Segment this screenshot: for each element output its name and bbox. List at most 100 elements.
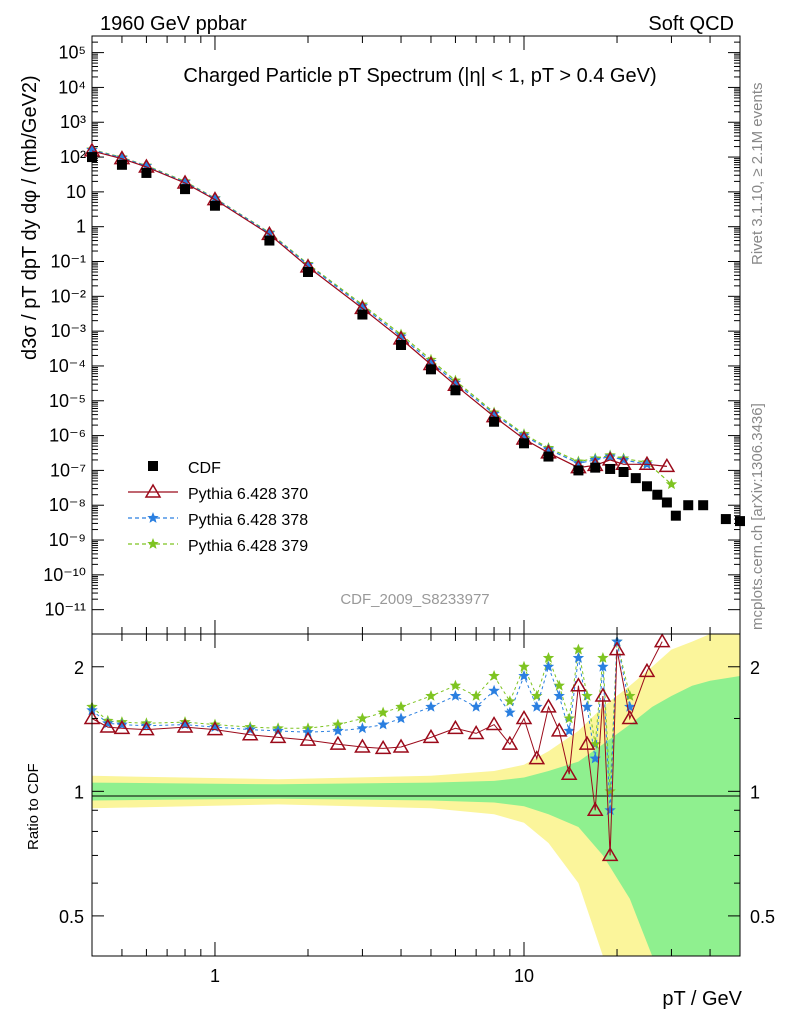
legend-item: Pythia 6.428 379	[128, 538, 308, 555]
data-point	[141, 167, 152, 178]
rivet-label: Rivet 3.1.10, ≥ 2.1M events	[749, 83, 766, 266]
legend-marker	[147, 538, 159, 549]
mcplots-label: mcplots.cern.ch [arXiv:1306.3436]	[749, 403, 766, 630]
ratio-point	[116, 718, 128, 730]
data-point	[661, 497, 672, 508]
y-tick-label: 10⁻⁵	[49, 391, 86, 411]
y-tick-label: 10⁻⁸	[49, 495, 86, 515]
inner-band	[92, 676, 740, 956]
main-y-ticks: 10⁻¹¹ 10⁻¹⁰ 10⁻⁹ 10⁻⁸ 10⁻⁷ 10⁻⁶ 10⁻⁵ 10⁻⁴ 10⁻³ 10…	[43, 35, 740, 620]
ratio-point	[269, 728, 287, 744]
ratio-point	[624, 700, 636, 712]
ratio-point	[504, 706, 516, 718]
series-cdf	[87, 152, 745, 527]
ratio-point	[572, 643, 585, 655]
ratio-point	[518, 660, 530, 672]
ratio-y-tick-label-right: 1	[750, 782, 760, 802]
ratio-point	[624, 690, 636, 701]
data-point	[209, 200, 220, 211]
data-point	[605, 463, 616, 474]
data-point	[488, 407, 500, 419]
ratio-y-tick-label: 1	[74, 782, 84, 802]
y-tick-label: 10⁵	[59, 43, 86, 63]
ratio-point	[608, 641, 626, 656]
ratio-point	[581, 690, 593, 701]
data-point	[303, 266, 313, 277]
y-tick-label: 10⁻⁹	[49, 530, 86, 550]
ratio-point	[392, 738, 410, 753]
ratio-line	[91, 641, 631, 811]
ratio-point	[422, 728, 440, 744]
ratio-point	[395, 700, 407, 712]
x-axis-label: pT / GeV	[662, 988, 742, 1010]
ratio-point	[138, 721, 155, 736]
y-tick-label: 10⁻¹¹	[44, 600, 86, 620]
ratio-point	[470, 700, 482, 712]
ratio-point	[299, 731, 317, 746]
ratio-point	[99, 718, 117, 733]
data-point	[302, 258, 314, 270]
data-point	[543, 451, 554, 462]
ratio-point	[597, 660, 609, 672]
ratio-point	[449, 679, 462, 691]
data-point	[87, 152, 97, 163]
ratio-line	[91, 641, 663, 856]
legend-item: Pythia 6.428 370	[128, 483, 308, 503]
ratio-point	[488, 670, 500, 681]
y-tick-label: 10⁻²	[50, 286, 86, 306]
y-tick-label: 10²	[60, 147, 86, 167]
ratio-point	[553, 690, 565, 701]
data-point	[86, 144, 98, 155]
data-point	[518, 429, 530, 441]
series-line	[91, 148, 672, 485]
y-tick-label: 10⁴	[58, 77, 86, 97]
data-point	[630, 473, 641, 484]
ratio-point	[581, 700, 593, 712]
ratio-point	[550, 722, 568, 737]
ratio-point	[621, 709, 639, 725]
ratio-y-tick-label-right: 2	[750, 658, 760, 678]
y-tick-label: 1	[76, 217, 86, 237]
y-tick-label: 10⁻⁴	[49, 356, 86, 376]
ratio-point	[140, 719, 153, 731]
ratio-point	[531, 700, 543, 712]
data-point	[395, 330, 407, 342]
data-point	[735, 516, 745, 527]
ratio-point	[515, 709, 533, 725]
series-line	[91, 150, 667, 469]
data-point	[658, 457, 676, 473]
ratio-point	[241, 726, 259, 741]
ratio-point	[332, 724, 344, 736]
data-point	[180, 184, 191, 195]
ratio-point	[570, 677, 587, 692]
data-point	[264, 235, 275, 246]
legend: CDF Pythia 6.428 370 Pythia 6.428 378 Pythi…	[128, 460, 308, 555]
ratio-point	[638, 662, 656, 678]
ratio-point	[176, 718, 194, 733]
y-tick-label: 10⁻⁶	[49, 426, 86, 446]
ratio-point	[488, 684, 500, 696]
ratio-x-ticks: 1 10	[91, 634, 741, 986]
ratio-point	[354, 738, 371, 753]
data-point	[356, 300, 369, 312]
ratio-point	[611, 635, 623, 647]
ratio-point	[332, 718, 344, 730]
ratio-point	[518, 670, 530, 681]
data-point	[670, 510, 681, 521]
data-point	[450, 385, 461, 396]
legend-marker	[144, 483, 162, 498]
series-pythia-6-428-370	[83, 142, 676, 474]
ratio-point	[374, 739, 392, 755]
ratio-point	[395, 712, 407, 724]
header-right: Soft QCD	[648, 13, 734, 35]
ratio-point	[653, 633, 671, 648]
data-point	[573, 465, 584, 476]
ratio-point	[560, 765, 578, 780]
legend-label: Pythia 6.428 379	[188, 538, 308, 555]
ratio-point	[594, 687, 612, 702]
ratio-point	[447, 719, 464, 735]
ratio-point	[540, 698, 557, 713]
main-title: Charged Particle pT Spectrum (|η| < 1, p…	[183, 65, 656, 87]
legend-label: CDF	[188, 460, 221, 477]
